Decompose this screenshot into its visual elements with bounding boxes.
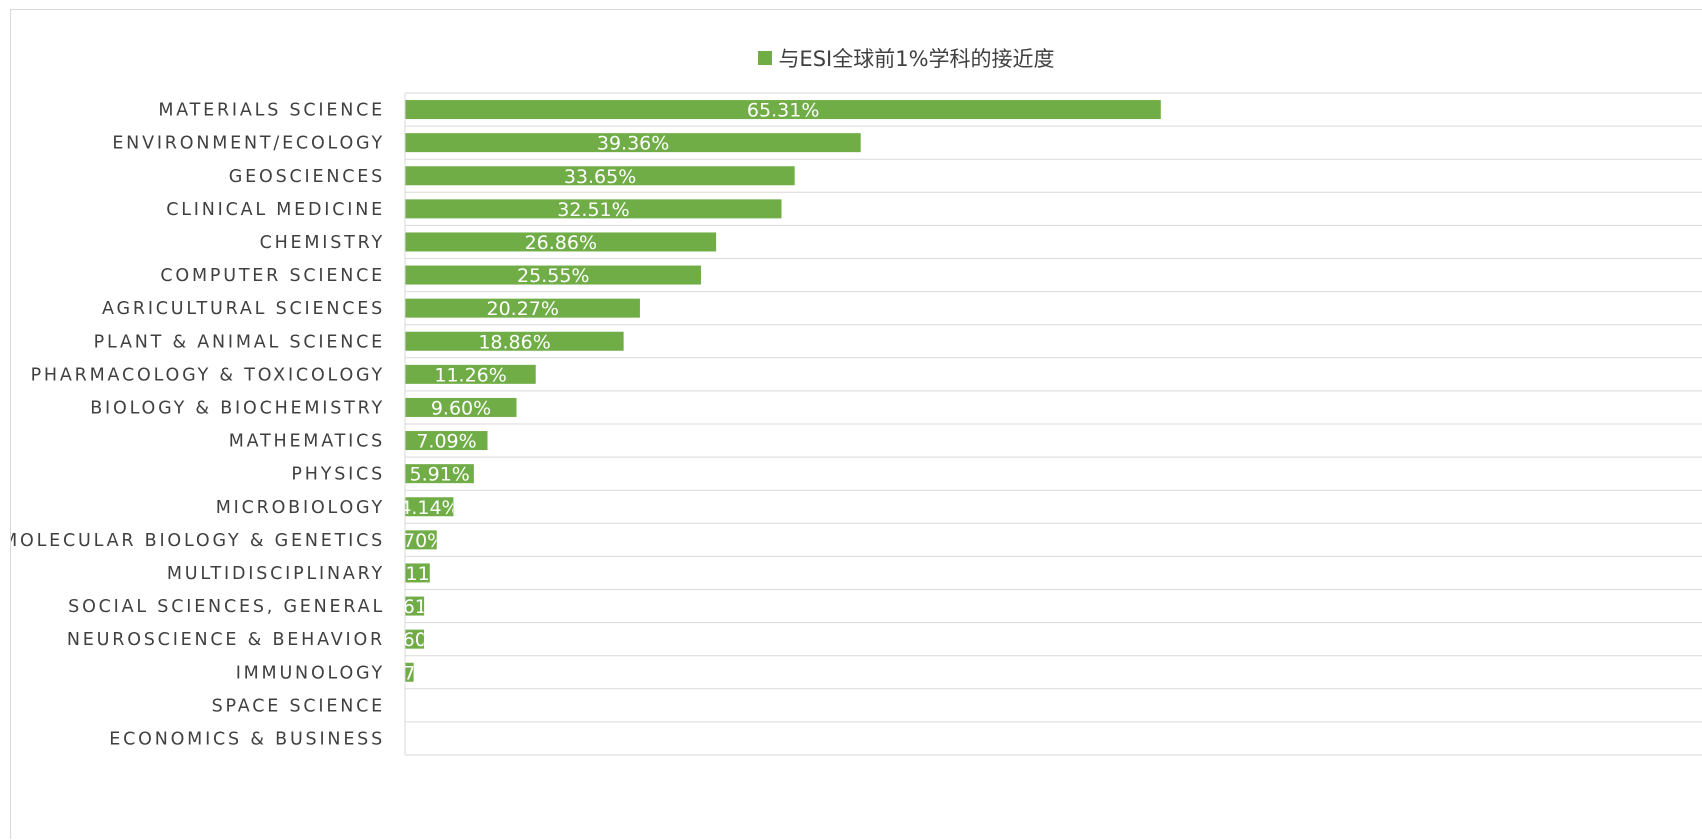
category-label: PHARMACOLOGY & TOXICOLOGY: [31, 365, 385, 385]
data-label: 33.65%: [564, 166, 636, 188]
bar: [405, 232, 717, 252]
category-label: ENVIRONMENT/ECOLOGY: [112, 134, 385, 154]
bar: [405, 596, 425, 616]
legend: 与ESI全球前1%学科的接近度: [11, 43, 1702, 73]
data-label: 39.36%: [597, 133, 669, 155]
legend-label: 与ESI全球前1%学科的接近度: [778, 47, 1055, 71]
category-label: CHEMISTRY: [260, 233, 385, 253]
category-label: COMPUTER SCIENCE: [160, 266, 385, 286]
data-label: 18.86%: [478, 331, 550, 353]
category-label: SPACE SCIENCE: [212, 696, 385, 716]
category-label: MOLECULAR BIOLOGY & GENETICS: [11, 531, 385, 551]
data-label: 5.91%: [409, 464, 469, 486]
bar: [405, 397, 517, 417]
category-label: SOCIAL SCIENCES, GENERAL: [68, 597, 385, 617]
bar: [405, 563, 430, 583]
category-label: PLANT & ANIMAL SCIENCE: [94, 332, 385, 352]
data-label: 11: [406, 563, 430, 585]
bar: [405, 298, 640, 318]
bar: [405, 530, 437, 550]
data-label: 61: [403, 596, 427, 618]
data-label: 32.51%: [557, 199, 629, 221]
data-label: 7: [404, 662, 416, 684]
chart-area: 与ESI全球前1%学科的接近度 MATERIALS SCIENCE 65.31% E…: [10, 9, 1702, 839]
bar: [405, 629, 425, 649]
bar: [405, 133, 861, 153]
category-label: AGRICULTURAL SCIENCES: [102, 299, 385, 319]
bar: [405, 431, 488, 451]
category-label: CLINICAL MEDICINE: [166, 200, 385, 220]
category-label: MATHEMATICS: [229, 432, 385, 452]
category-label: MICROBIOLOGY: [216, 498, 385, 518]
bar: [405, 265, 701, 285]
data-label: 25.55%: [517, 265, 589, 287]
category-label: PHYSICS: [291, 465, 385, 485]
category-label: MULTIDISCIPLINARY: [167, 564, 385, 584]
bar: [405, 199, 782, 219]
data-label: 26.86%: [525, 232, 597, 254]
bar: [405, 662, 414, 682]
category-label: NEUROSCIENCE & BEHAVIOR: [67, 630, 385, 650]
data-label: 9.60%: [431, 397, 491, 419]
category-label: ECONOMICS & BUSINESS: [109, 729, 385, 749]
bar: [405, 464, 474, 484]
data-label: 60: [403, 629, 427, 651]
category-label: MATERIALS SCIENCE: [158, 101, 385, 121]
data-label: 11.26%: [434, 364, 506, 386]
data-label: 20.27%: [486, 298, 558, 320]
bar: [405, 331, 624, 351]
bar: [405, 364, 536, 384]
bar: [405, 497, 454, 517]
bar-plot: MATERIALS SCIENCE 65.31% ENVIRONMENT/ECOLO…: [11, 92, 1702, 756]
legend-swatch: [758, 51, 773, 65]
bar: [405, 100, 1161, 120]
bar: [405, 166, 795, 186]
data-label: 4.14%: [399, 497, 459, 519]
data-label: .70%: [397, 530, 445, 552]
legend-entry: 与ESI全球前1%学科的接近度: [758, 43, 1055, 73]
category-label: BIOLOGY & BIOCHEMISTRY: [90, 398, 385, 418]
category-label: IMMUNOLOGY: [236, 663, 385, 683]
data-label: 7.09%: [416, 431, 476, 453]
category-label: GEOSCIENCES: [229, 167, 385, 187]
data-label: 65.31%: [747, 100, 819, 122]
